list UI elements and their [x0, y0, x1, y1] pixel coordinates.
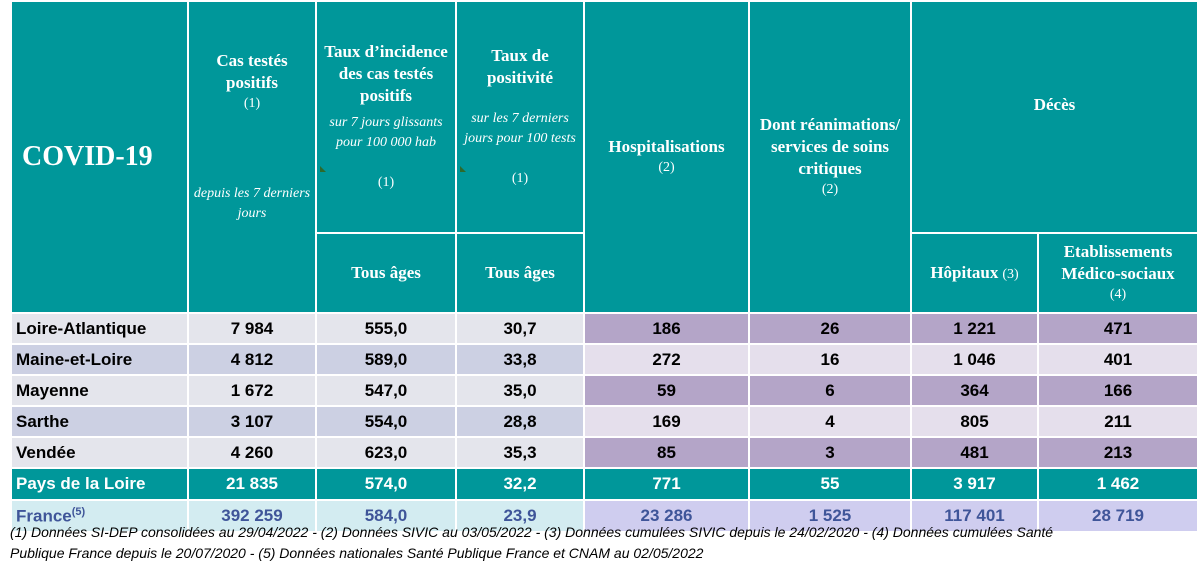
header-ems-title: Etablissements Médico-sociaux	[1061, 242, 1175, 283]
header-cas-title: Cas testés positifs	[216, 51, 288, 92]
france-row: France(5) 392 259 584,0 23,9 23 286 1 52…	[10, 499, 1199, 533]
cell-incidence: 554,0	[315, 405, 457, 438]
total-ems: 1 462	[1037, 467, 1199, 501]
header-deces-hopitaux: Hôpitaux (3)	[910, 232, 1039, 314]
cell-cas: 7 984	[187, 312, 317, 345]
cell-incidence: 623,0	[315, 436, 457, 469]
cell-positivite: 33,8	[455, 343, 585, 376]
header-hosp-title: Hospitalisations	[608, 137, 725, 156]
cell-hopitaux: 1 046	[910, 343, 1039, 376]
header-cas-testes: Cas testés positifs (1) depuis les 7 der…	[187, 0, 317, 314]
cell-ems: 211	[1037, 405, 1199, 438]
footnote: (1) Données SI-DEP consolidées au 29/04/…	[10, 522, 1195, 564]
header-positivite-sub: sur les 7 derniers jours pour 100 tests	[464, 111, 576, 146]
cell-rea: 26	[748, 312, 912, 345]
cell-incidence: 547,0	[315, 374, 457, 407]
cell-hopitaux: 805	[910, 405, 1039, 438]
cell-rea: 4	[748, 405, 912, 438]
france-hosp: 23 286	[583, 499, 750, 533]
header-positivite: Taux de positivité sur les 7 derniers jo…	[455, 0, 585, 234]
header-incidence-title: Taux d’incidence des cas testés positifs	[324, 42, 448, 105]
cell-positivite: 35,0	[455, 374, 585, 407]
france-name: France	[16, 506, 72, 526]
total-positivite: 32,2	[455, 467, 585, 501]
cell-hopitaux: 1 221	[910, 312, 1039, 345]
header-hospitalisations: Hospitalisations (2)	[583, 0, 750, 314]
row-name: Vendée	[10, 436, 189, 469]
header-deces: Décès	[910, 0, 1199, 234]
france-name-cell: France(5)	[10, 499, 189, 533]
header-deces-ems: Etablissements Médico-sociaux (4)	[1037, 232, 1199, 314]
france-cas: 392 259	[187, 499, 317, 533]
row-name: Sarthe	[10, 405, 189, 438]
france-hopitaux: 117 401	[910, 499, 1039, 533]
cell-positivite: 28,8	[455, 405, 585, 438]
cell-rea: 6	[748, 374, 912, 407]
header-hopitaux-note: (3)	[1002, 266, 1019, 282]
cell-positivite: 35,3	[455, 436, 585, 469]
table-title: COVID-19	[10, 0, 189, 314]
header-incidence-note: (1)	[377, 175, 395, 190]
france-positivite: 23,9	[455, 499, 585, 533]
cell-hosp: 272	[583, 343, 750, 376]
france-rea: 1 525	[748, 499, 912, 533]
table-row: Maine-et-Loire 4 812 589,0 33,8 272 16 1…	[10, 343, 1199, 376]
cell-ems: 401	[1037, 343, 1199, 376]
cell-hosp: 169	[583, 405, 750, 438]
france-incidence: 584,0	[315, 499, 457, 533]
france-sup: (5)	[71, 505, 86, 518]
header-reanimations: Dont réanimations/ services de soins cri…	[748, 0, 912, 314]
cell-cas: 4 260	[187, 436, 317, 469]
row-name: Loire-Atlantique	[10, 312, 189, 345]
cell-rea: 16	[748, 343, 912, 376]
table-row: Mayenne 1 672 547,0 35,0 59 6 364 166	[10, 374, 1199, 407]
header-incidence-age: Tous âges	[315, 232, 457, 314]
header-incidence: Taux d’incidence des cas testés positifs…	[315, 0, 457, 234]
table-row: Loire-Atlantique 7 984 555,0 30,7 186 26…	[10, 312, 1199, 345]
header-rea-title: Dont réanimations/ services de soins cri…	[759, 115, 901, 178]
header-hosp-note: (2)	[658, 160, 675, 175]
total-hosp: 771	[583, 467, 750, 501]
cell-cas: 4 812	[187, 343, 317, 376]
row-name: Maine-et-Loire	[10, 343, 189, 376]
header-positivite-note: (1)	[511, 171, 529, 186]
row-name: Mayenne	[10, 374, 189, 407]
cell-incidence: 589,0	[315, 343, 457, 376]
table-row: Sarthe 3 107 554,0 28,8 169 4 805 211	[10, 405, 1199, 438]
header-deces-title: Décès	[1033, 95, 1076, 114]
header-cas-sub: depuis les 7 derniers jours	[193, 186, 311, 221]
cell-ems: 213	[1037, 436, 1199, 469]
total-incidence: 574,0	[315, 467, 457, 501]
footnote-line-1: (1) Données SI-DEP consolidées au 29/04/…	[10, 524, 1054, 540]
covid-table: COVID-19 Cas testés positifs (1) depuis …	[10, 0, 1199, 533]
cell-cas: 1 672	[187, 374, 317, 407]
cell-hosp: 85	[583, 436, 750, 469]
cell-rea: 3	[748, 436, 912, 469]
cell-ems: 166	[1037, 374, 1199, 407]
total-row: Pays de la Loire 21 835 574,0 32,2 771 5…	[10, 467, 1199, 501]
header-positivite-title: Taux de positivité	[486, 46, 554, 87]
header-ems-note: (4)	[1109, 287, 1127, 302]
total-hopitaux: 3 917	[910, 467, 1039, 501]
header-rea-note: (2)	[821, 182, 839, 197]
cell-positivite: 30,7	[455, 312, 585, 345]
france-ems: 28 719	[1037, 499, 1199, 533]
total-rea: 55	[748, 467, 912, 501]
cell-hopitaux: 481	[910, 436, 1039, 469]
total-name: Pays de la Loire	[10, 467, 189, 501]
footnote-line-2: Publique France depuis le 20/07/2020 - (…	[10, 545, 704, 561]
cell-hosp: 59	[583, 374, 750, 407]
cell-hopitaux: 364	[910, 374, 1039, 407]
cell-cas: 3 107	[187, 405, 317, 438]
header-incidence-sub: sur 7 jours glissants pour 100 000 hab	[329, 115, 443, 150]
cell-incidence: 555,0	[315, 312, 457, 345]
header-hopitaux-title: Hôpitaux	[930, 262, 999, 282]
total-cas: 21 835	[187, 467, 317, 501]
cell-hosp: 186	[583, 312, 750, 345]
header-positivite-age: Tous âges	[455, 232, 585, 314]
cell-ems: 471	[1037, 312, 1199, 345]
table-row: Vendée 4 260 623,0 35,3 85 3 481 213	[10, 436, 1199, 469]
header-cas-note: (1)	[243, 96, 261, 111]
